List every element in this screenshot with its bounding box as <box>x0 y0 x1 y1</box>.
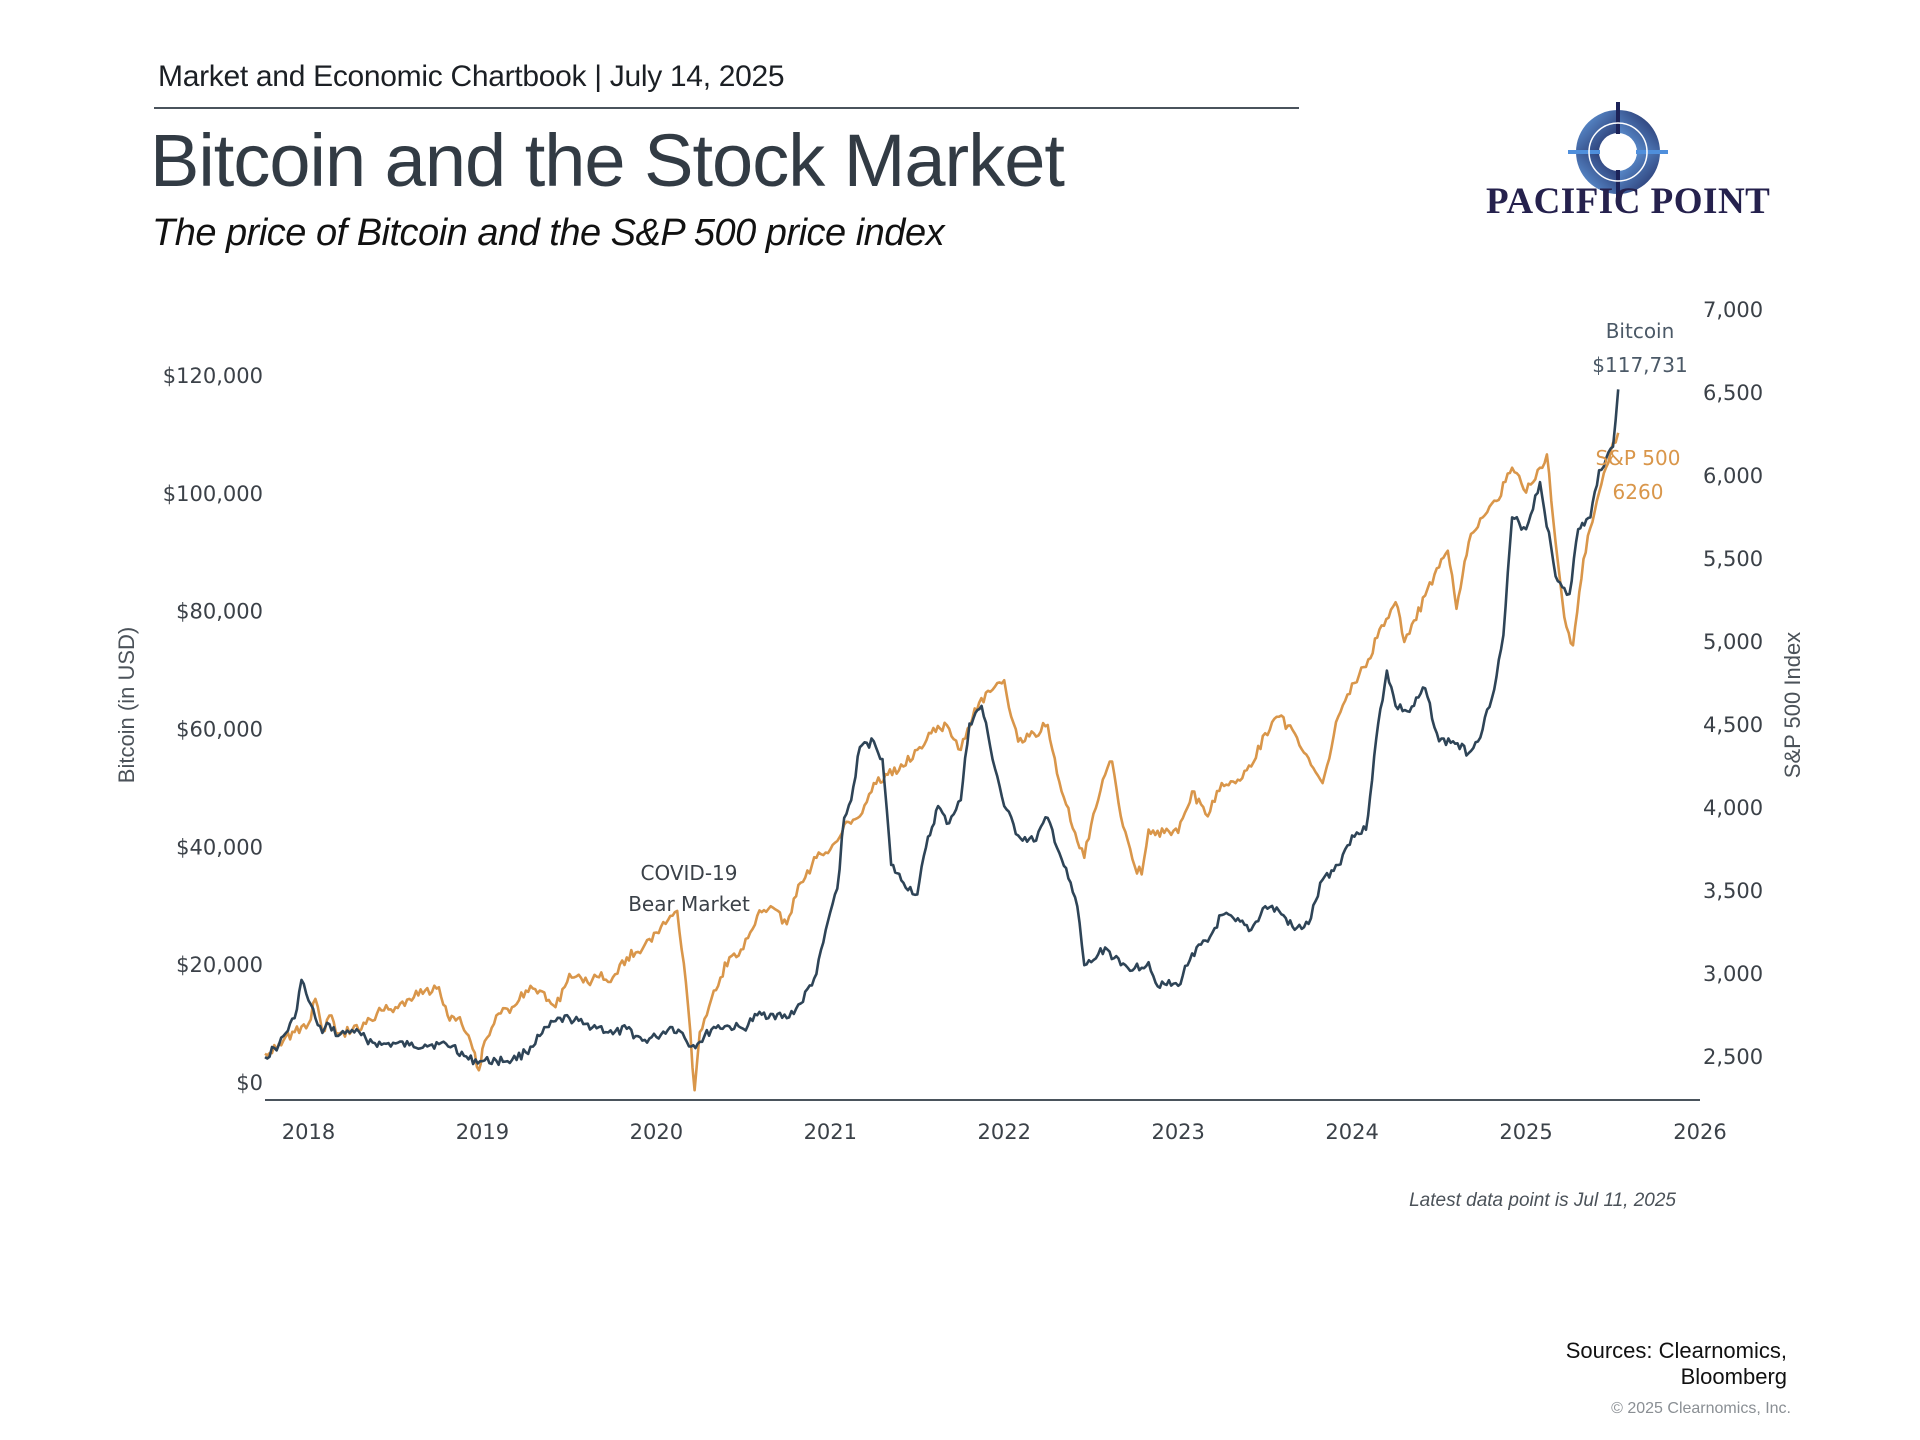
y-tick-right-label: 3,000 <box>1703 962 1763 986</box>
header-divider <box>154 107 1299 109</box>
bitcoin-end-label-name: Bitcoin <box>1606 319 1675 343</box>
y-tick-right-label: 7,000 <box>1703 298 1763 322</box>
covid-annotation-line2: Bear Market <box>628 892 750 916</box>
compass-icon <box>1568 102 1668 202</box>
y-tick-right-label: 6,500 <box>1703 381 1763 405</box>
y-tick-right-label: 4,500 <box>1703 713 1763 737</box>
y-axis-left: $0 $20,000 $40,000 $60,000 $80,000 $100,000 $1… <box>163 364 263 1095</box>
covid-annotation-line1: COVID-19 <box>640 861 737 885</box>
latest-data-note: Latest data point is Jul 11, 2025 <box>1409 1190 1676 1211</box>
y-tick-left-label: $80,000 <box>176 600 263 624</box>
x-tick-label: 2020 <box>630 1120 683 1144</box>
x-tick-label: 2024 <box>1325 1120 1378 1144</box>
y-tick-right-label: 2,500 <box>1703 1045 1763 1069</box>
sources-line1: Sources: Clearnomics, <box>1565 1338 1787 1363</box>
y-tick-left-label: $0 <box>236 1071 263 1095</box>
copyright: © 2025 Clearnomics, Inc. <box>1611 1400 1791 1417</box>
x-axis: 2018 2019 2020 2021 2022 2023 2024 2025 2026 <box>282 1120 1727 1144</box>
brand-name: PACIFIC POINT <box>1486 181 1771 222</box>
bitcoin-end-label-value: $117,731 <box>1592 353 1687 377</box>
x-tick-label: 2019 <box>456 1120 509 1144</box>
y-tick-left-label: $20,000 <box>176 953 263 977</box>
page-title: Bitcoin and the Stock Market <box>150 119 1065 202</box>
x-tick-label: 2021 <box>804 1120 857 1144</box>
sources-text: Sources: Clearnomics, Bloomberg <box>1566 1338 1787 1390</box>
y-tick-right-label: 4,000 <box>1703 796 1763 820</box>
x-tick-label: 2025 <box>1499 1120 1552 1144</box>
y-axis-right: 2,500 3,000 3,500 4,000 4,500 5,000 5,500 6,000… <box>1703 298 1763 1069</box>
sp500-end-label-name: S&P 500 <box>1596 446 1681 470</box>
y-axis-left-title: Bitcoin (in USD) <box>114 627 139 783</box>
chartbook-kicker: Market and Economic Chartbook | July 14,… <box>158 60 785 93</box>
y-tick-right-label: 5,500 <box>1703 547 1763 571</box>
y-axis-right-title: S&P 500 Index <box>1780 632 1805 778</box>
y-tick-left-label: $40,000 <box>176 835 263 859</box>
sources-line2: Bloomberg <box>1680 1364 1787 1389</box>
page-subtitle: The price of Bitcoin and the S&P 500 pri… <box>152 212 945 254</box>
bitcoin-series-line <box>264 389 1620 1067</box>
y-tick-right-label: 6,000 <box>1703 464 1763 488</box>
y-tick-left-label: $100,000 <box>163 482 263 506</box>
sp500-end-label-value: 6260 <box>1613 480 1664 504</box>
y-tick-right-label: 3,500 <box>1703 879 1763 903</box>
sp500-series-line <box>264 432 1620 1092</box>
y-tick-left-label: $120,000 <box>163 364 263 388</box>
x-tick-label: 2018 <box>282 1120 335 1144</box>
y-tick-right-label: 5,000 <box>1703 630 1763 654</box>
y-tick-left-label: $60,000 <box>176 718 263 742</box>
x-tick-label: 2022 <box>978 1120 1031 1144</box>
x-tick-label: 2026 <box>1673 1120 1726 1144</box>
x-tick-label: 2023 <box>1151 1120 1204 1144</box>
